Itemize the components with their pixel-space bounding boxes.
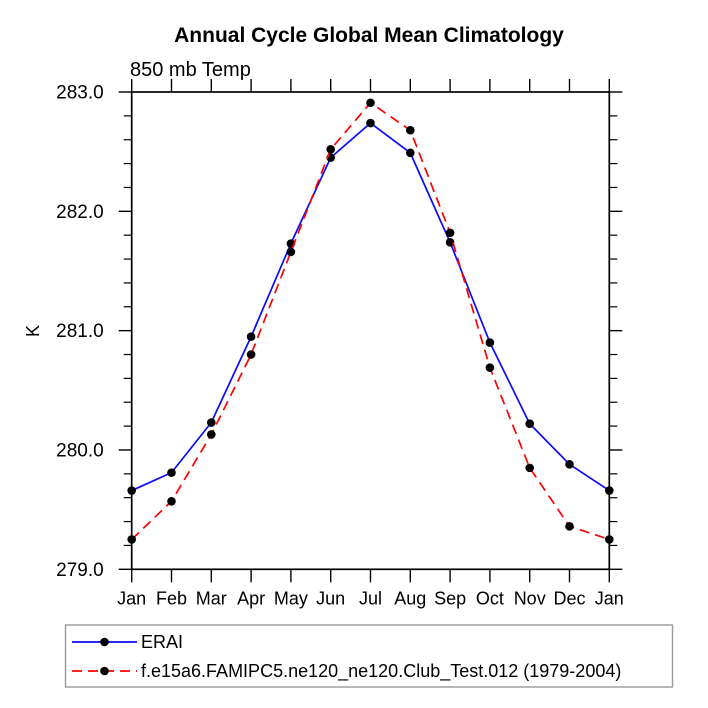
data-point <box>485 338 495 347</box>
data-point <box>406 125 415 135</box>
y-tick-label: 280.0 <box>56 440 104 461</box>
x-tick-label: Feb <box>156 588 187 608</box>
data-point <box>246 350 256 359</box>
legend-label-0: ERAI <box>141 632 183 652</box>
data-series <box>127 98 614 544</box>
legend: ERAI f.e15a6.FAMIPC5.ne120_ne120.Club_Tes… <box>64 624 674 688</box>
x-tick-label: Mar <box>196 588 227 608</box>
data-point <box>207 418 216 427</box>
y-tick-label: 279.0 <box>56 560 104 581</box>
data-point <box>525 419 534 429</box>
data-point <box>167 496 176 506</box>
x-tick-label: Apr <box>237 588 265 608</box>
data-point <box>207 430 216 439</box>
data-point <box>246 332 256 341</box>
data-point <box>565 459 574 469</box>
data-point <box>525 463 534 473</box>
x-tick-label: Nov <box>514 588 546 608</box>
series-line-0 <box>131 122 610 492</box>
chart-title: Annual Cycle Global Mean Climatology <box>174 24 564 47</box>
data-point <box>167 468 176 477</box>
data-point <box>605 535 614 544</box>
x-tick-label: Jun <box>316 588 345 608</box>
axes: Jan Feb Mar Apr May Jun Jul Aug Sep Oct Nov Dec Jan 2… <box>56 79 624 608</box>
plot-frame <box>130 91 611 571</box>
y-tick-label: 283.0 <box>56 83 104 104</box>
x-tick-label: Sep <box>434 588 466 608</box>
legend-box <box>64 624 674 688</box>
data-point <box>366 118 375 128</box>
chart-subtitle: 850 mb Temp <box>130 59 251 81</box>
legend-marker-1 <box>100 666 109 676</box>
x-tick-label: May <box>274 588 308 608</box>
x-tick-label: Jan <box>595 588 624 608</box>
y-axis-label: K <box>23 325 43 337</box>
x-tick-label: Dec <box>553 588 585 608</box>
x-tick-label: Jan <box>117 588 146 608</box>
data-point <box>127 486 136 495</box>
y-tick-label: 281.0 <box>56 321 104 342</box>
data-point <box>565 522 574 531</box>
data-point <box>286 247 296 257</box>
x-tick-label: Jul <box>359 588 382 608</box>
data-point <box>406 148 415 158</box>
data-point <box>326 144 336 154</box>
data-point <box>127 535 136 544</box>
x-tick-label: Oct <box>476 588 504 608</box>
data-point <box>445 228 455 238</box>
data-point <box>605 486 614 495</box>
data-point <box>445 238 455 247</box>
data-point <box>485 363 495 372</box>
series-line-1 <box>131 101 610 541</box>
data-point <box>366 98 375 108</box>
y-tick-label: 282.0 <box>56 202 104 223</box>
legend-label-1: f.e15a6.FAMIPC5.ne120_ne120.Club_Test.01… <box>141 661 621 682</box>
legend-marker-0 <box>100 637 109 647</box>
x-tick-label: Aug <box>394 588 426 608</box>
